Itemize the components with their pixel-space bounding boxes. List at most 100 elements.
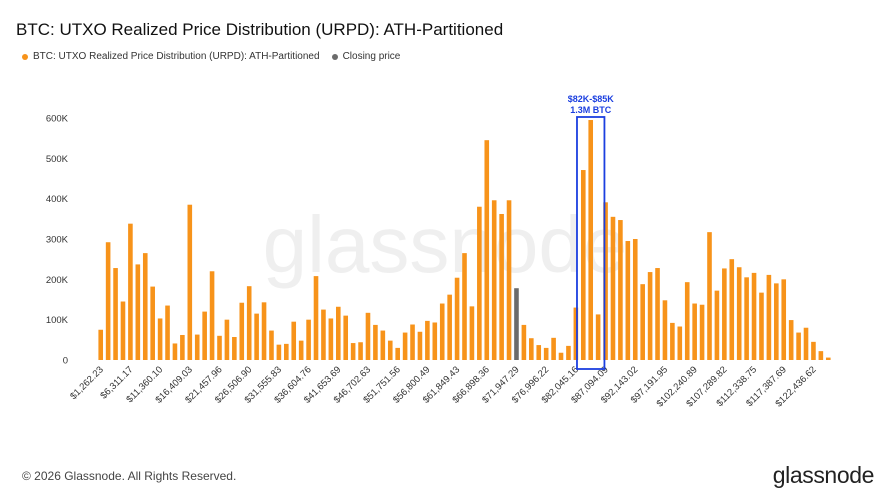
bar [759,292,764,360]
bar [677,326,683,360]
bar [343,315,349,360]
bar [662,300,668,360]
bar [588,120,594,361]
bar [454,277,460,360]
bar [558,352,564,360]
bar [365,312,371,360]
bar [105,242,111,360]
legend-item-urpd[interactable]: BTC: UTXO Realized Price Distribution (U… [22,51,320,62]
bar [647,272,653,360]
bar [499,213,504,360]
bar [603,202,608,360]
bar [736,267,742,360]
bar [781,279,787,360]
bar [246,286,252,360]
bar [432,322,438,360]
bar [632,239,638,360]
bar [284,343,289,360]
bar [172,343,178,360]
bar [580,170,586,360]
bar [803,327,809,360]
bar [796,332,801,360]
bar [150,286,155,360]
bar [380,330,386,360]
bar [269,330,274,360]
bar [729,259,735,360]
bar [477,206,482,360]
bar [447,294,452,360]
closing-price-bar [514,288,519,360]
bar [425,320,430,360]
bar [417,331,423,360]
legend-label-urpd: BTC: UTXO Realized Price Distribution (U… [33,51,320,62]
legend-swatch-closing-price [331,53,338,60]
bar [543,347,549,360]
bar [551,337,556,360]
bar [469,306,475,360]
bar [306,319,311,360]
watermark: glassnode [263,200,628,289]
bar [395,347,400,360]
bar [98,329,104,360]
bar [217,335,222,360]
bar [142,253,148,360]
brand-logo: glassnode [772,462,875,488]
bar [573,307,579,360]
bar [707,232,712,360]
bar [610,216,616,360]
bar [566,345,571,360]
bar [328,318,334,360]
bar [232,337,237,360]
bar [373,324,378,360]
bar [751,272,757,360]
x-axis: $1,262.23$6,311.17$11,360.10$16,409.03$2… [68,364,818,409]
bar [113,268,118,360]
bar [358,342,363,360]
bar [529,338,534,360]
y-tick-label: 100K [46,315,69,326]
legend-swatch-urpd [22,53,28,60]
bar [684,282,690,360]
bar [402,332,408,360]
bar [818,351,824,360]
bar [811,341,816,360]
bar [521,324,527,360]
bar [410,324,415,360]
bar [321,309,326,360]
bar [291,321,297,360]
bar [350,343,356,360]
bar [157,318,163,360]
bar [491,200,497,360]
bar [640,284,645,360]
bar [187,204,193,360]
chart-title: BTC: UTXO Realized Price Distribution (U… [16,20,504,39]
legend-item-closing-price[interactable]: Closing price [331,51,401,62]
bar [462,253,467,360]
bar [194,334,200,360]
bar [618,220,623,360]
copyright-footer: © 2026 Glassnode. All Rights Reserved. [22,469,237,483]
y-tick-label: 200K [46,275,69,286]
bar [387,340,393,360]
y-tick-label: 600K [46,114,69,125]
y-tick-label: 300K [46,235,69,246]
bar [484,140,490,360]
bar [313,276,319,360]
bar [655,268,660,360]
bar [120,301,126,360]
bar [699,304,705,360]
bar [202,311,207,360]
bar [239,302,245,360]
annotation-label: 1.3M BTC [570,105,612,115]
bar [209,271,215,360]
bar [506,200,512,360]
bar [276,344,282,360]
y-tick-label: 400K [46,194,69,205]
legend-label-closing-price: Closing price [342,51,401,62]
highlight-box [576,116,606,370]
bar [298,340,304,360]
y-tick-label: 500K [46,154,69,165]
bar [254,313,259,360]
